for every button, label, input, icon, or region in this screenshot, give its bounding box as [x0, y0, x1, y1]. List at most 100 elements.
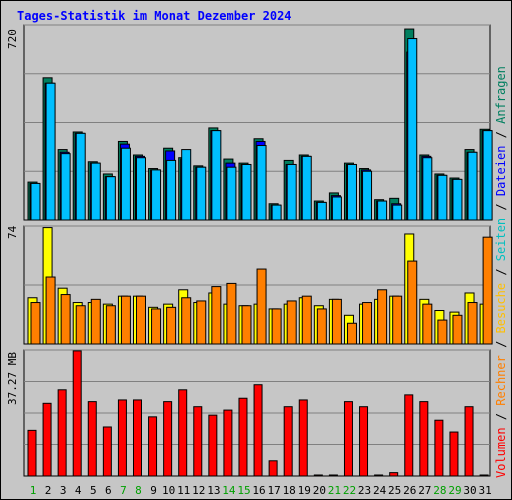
x-tick-label: 2	[45, 484, 52, 497]
bar-volumen	[148, 416, 158, 477]
bar-seiten	[331, 196, 342, 221]
bar-rechner	[166, 306, 177, 345]
legend-separator: /	[494, 261, 508, 283]
bar-rechner	[90, 298, 101, 345]
bar-rechner	[226, 282, 237, 345]
bar-rechner	[241, 305, 252, 345]
bar-rechner	[45, 276, 56, 345]
bar-seiten	[467, 151, 478, 221]
x-tick-label: 5	[90, 484, 97, 497]
bar-volumen	[117, 399, 127, 477]
bar-volumen	[87, 401, 97, 477]
x-tick-label: 14	[222, 484, 236, 497]
x-tick-label: 9	[150, 484, 157, 497]
legend-separator: /	[494, 196, 508, 218]
bar-seiten	[407, 38, 418, 221]
bar-volumen	[389, 472, 399, 477]
bar-volumen	[27, 429, 37, 477]
legend-separator: /	[494, 405, 508, 428]
bar-seiten	[166, 159, 177, 221]
x-tick-label: 6	[105, 484, 112, 497]
bar-seiten	[362, 170, 373, 221]
x-tick-label: 30	[463, 484, 476, 497]
bar-rechner	[316, 308, 327, 345]
bar-volumen	[359, 406, 369, 477]
bar-rechner	[286, 300, 297, 345]
bar-seiten	[135, 157, 146, 221]
bar-volumen	[419, 401, 429, 477]
bar-rechner	[422, 303, 433, 345]
bar-volumen	[434, 419, 444, 477]
bar-rechner	[437, 319, 448, 345]
bar-seiten	[151, 169, 162, 221]
bar-rechner	[392, 295, 403, 345]
legend-volumen: Volumen	[494, 427, 508, 478]
x-tick-label: 16	[252, 484, 265, 497]
legend-rechner: Rechner	[494, 355, 508, 406]
bar-rechner	[362, 302, 373, 345]
x-tick-label: 19	[298, 484, 311, 497]
bar-rechner	[211, 286, 222, 345]
x-tick-label: 26	[403, 484, 416, 497]
x-tick-label: 22	[343, 484, 356, 497]
bar-rechner	[482, 236, 493, 345]
bar-rechner	[271, 308, 282, 345]
bar-seiten	[377, 200, 388, 221]
x-tick-label: 21	[328, 484, 341, 497]
x-tick-label: 23	[358, 484, 371, 497]
x-tick-label: 4	[75, 484, 82, 497]
bar-volumen	[298, 399, 308, 477]
legend-besuche: Besuche	[494, 282, 508, 334]
bar-volumen	[57, 389, 67, 477]
bar-seiten	[482, 130, 493, 221]
x-tick-label: 24	[373, 484, 387, 497]
bar-rechner	[120, 295, 131, 345]
bar-seiten	[196, 166, 207, 221]
bar-seiten	[211, 130, 222, 221]
x-tick-label: 31	[478, 484, 491, 497]
x-tick-label: 10	[162, 484, 175, 497]
bar-volumen	[253, 384, 263, 477]
bar-rechner	[135, 295, 146, 345]
bar-rechner	[30, 302, 41, 345]
x-tick-label: 12	[192, 484, 205, 497]
bar-seiten	[286, 163, 297, 221]
bar-volumen	[343, 401, 353, 477]
bar-volumen	[404, 394, 414, 477]
bar-volumen	[268, 460, 278, 477]
bar-seiten	[437, 174, 448, 221]
bar-seiten	[452, 178, 463, 221]
bar-seiten	[316, 201, 327, 221]
bar-rechner	[467, 302, 478, 345]
y-max-label-requests: 720	[6, 29, 19, 49]
bar-seiten	[105, 176, 116, 221]
bar-seiten	[226, 166, 237, 221]
x-tick-label: 18	[283, 484, 296, 497]
bar-rechner	[407, 260, 418, 345]
bar-volumen	[328, 474, 338, 477]
x-tick-label: 29	[448, 484, 461, 497]
x-tick-label: 8	[135, 484, 142, 497]
legend-separator: /	[494, 333, 508, 356]
bar-volumen	[72, 350, 82, 477]
bar-volumen	[449, 431, 459, 477]
bar-seiten	[45, 82, 56, 221]
x-tick-label: 1	[30, 484, 37, 497]
bar-rechner	[196, 300, 207, 345]
bar-rechner	[256, 268, 267, 345]
bar-volumen	[132, 399, 142, 477]
bar-volumen	[223, 409, 233, 477]
bar-seiten	[241, 163, 252, 221]
bar-rechner	[105, 305, 116, 345]
bar-volumen	[102, 426, 112, 477]
bar-volumen	[178, 389, 188, 477]
bar-volumen	[313, 474, 323, 477]
bar-rechner	[301, 295, 312, 345]
bar-volumen	[479, 474, 489, 477]
bar-volumen	[238, 397, 248, 477]
bar-seiten	[30, 182, 41, 221]
x-tick-label: 25	[388, 484, 401, 497]
x-tick-label: 7	[120, 484, 127, 497]
bar-rechner	[377, 289, 388, 345]
